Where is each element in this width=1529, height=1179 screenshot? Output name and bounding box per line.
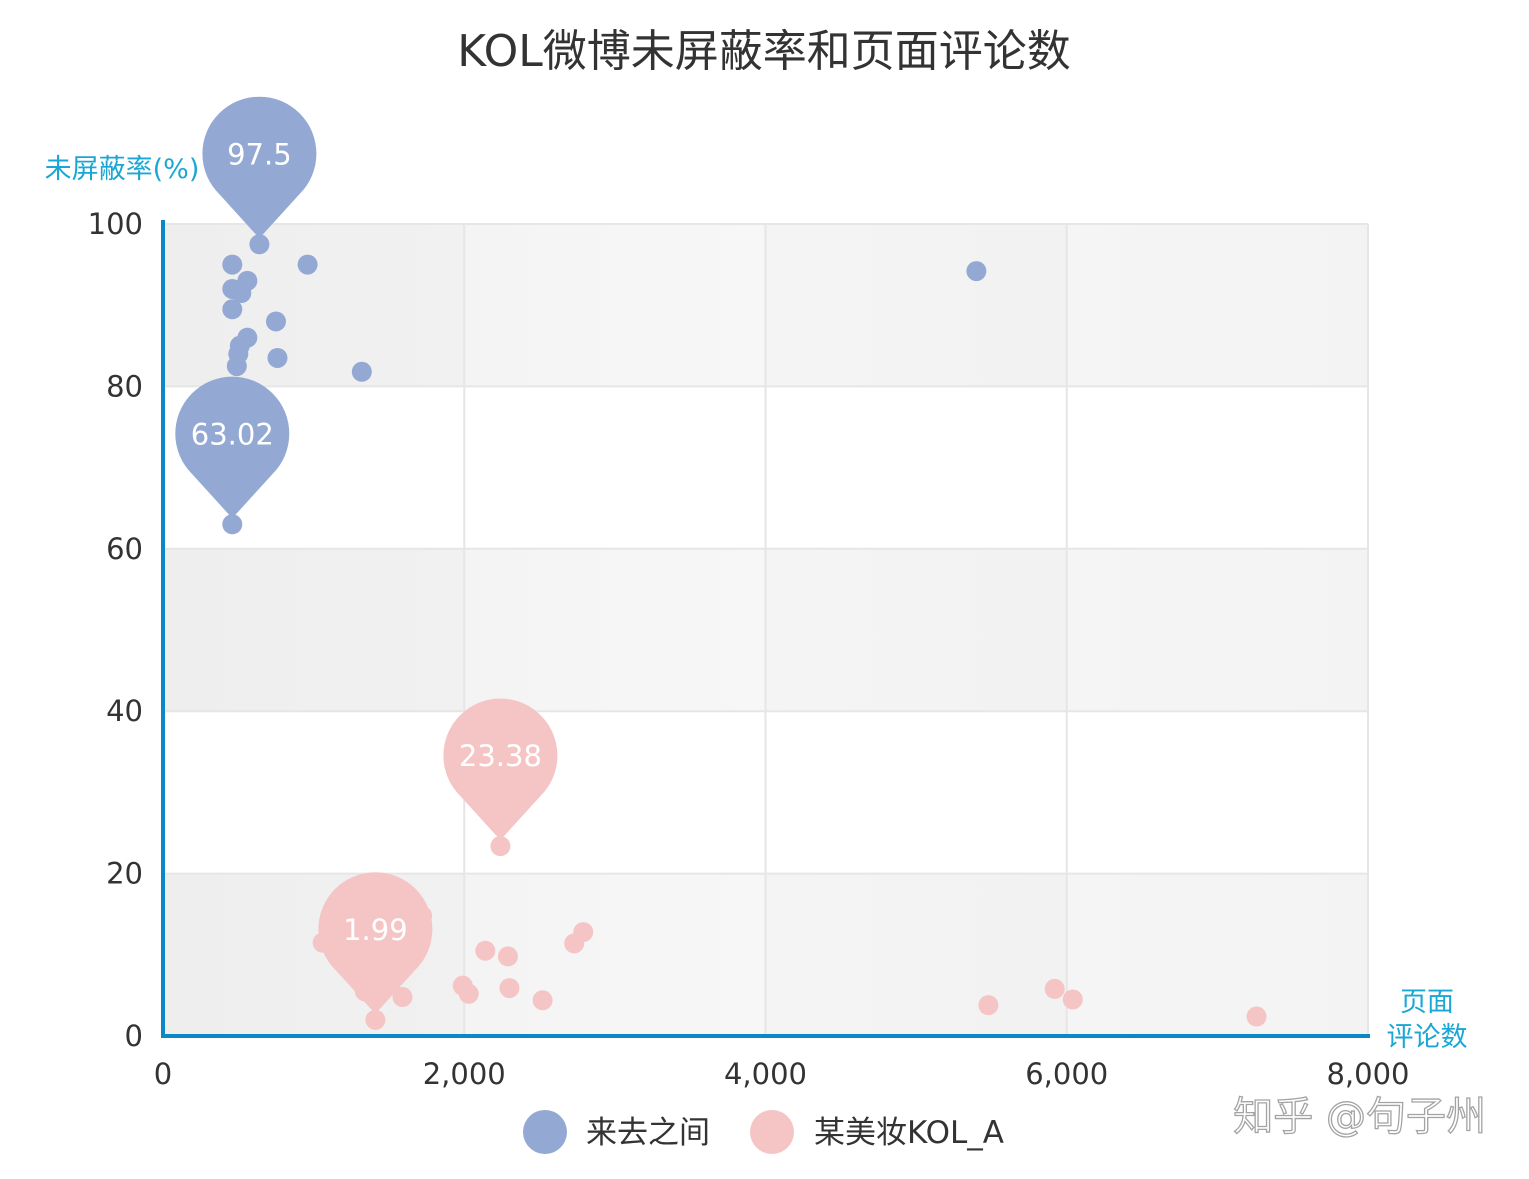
data-point (978, 995, 999, 1016)
y-tick-label: 0 (125, 1019, 143, 1053)
mark-pin: 97.5 (202, 96, 317, 239)
plot-column-shade (766, 224, 1067, 386)
y-tick-label: 20 (106, 857, 143, 891)
mark-pins: 97.5 63.02 23.38 1.99 (175, 96, 558, 1014)
mark-pin-label: 63.02 (191, 417, 274, 451)
mark-pin-shape (443, 698, 558, 841)
mark-pin-label: 23.38 (459, 739, 542, 773)
data-point (226, 356, 247, 377)
legend-item[interactable]: 来去之间 (523, 1110, 710, 1154)
data-point (475, 940, 496, 961)
x-tick-label: 2,000 (423, 1057, 506, 1091)
y-axis-label: 未屏蔽率(%) (45, 154, 200, 185)
data-point (365, 1009, 386, 1030)
chart-title: KOL微博未屏蔽率和页面评论数 (457, 26, 1071, 77)
y-tick-label: 60 (106, 532, 143, 566)
data-point (499, 978, 520, 999)
data-point (267, 347, 288, 368)
data-point (249, 234, 270, 255)
data-point (1246, 1006, 1267, 1027)
legend-label: 来去之间 (586, 1115, 710, 1151)
data-point (966, 261, 987, 282)
plot-column-shade (163, 224, 464, 386)
mark-pin-label: 1.99 (343, 913, 408, 947)
y-tick-label: 40 (106, 694, 143, 728)
data-point (265, 311, 286, 332)
data-point (532, 990, 553, 1011)
x-axis-label: 页面评论数 (1387, 987, 1468, 1053)
data-point (351, 361, 372, 382)
legend-label: 某美妆KOL_A (814, 1115, 1004, 1151)
mark-pin-label: 97.5 (227, 137, 292, 171)
x-tick-label: 6,000 (1025, 1057, 1108, 1091)
data-point (222, 254, 243, 275)
watermark: 知乎 @句子州 (1233, 1094, 1486, 1140)
legend-swatch (750, 1110, 794, 1154)
mark-pin-shape (175, 376, 290, 519)
mark-pin-shape (318, 872, 433, 1014)
data-point (497, 946, 518, 967)
data-point (1044, 978, 1065, 999)
data-point (1062, 989, 1083, 1010)
x-tick-label: 0 (154, 1057, 172, 1091)
x-axis-label-line: 评论数 (1387, 1022, 1468, 1053)
tick-labels: 0 20 40 60 80 100 0 2,000 4,000 6,000 8,000 (88, 207, 1410, 1091)
plot-column-shade (766, 549, 1067, 711)
plot-column-shade (766, 874, 1067, 1036)
y-tick-label: 80 (106, 369, 143, 403)
y-tick-label: 100 (88, 207, 143, 241)
mark-pin: 1.99 (318, 872, 433, 1014)
mark-pin-shape (202, 96, 317, 239)
data-point (564, 933, 585, 954)
data-point (392, 987, 413, 1008)
legend-item[interactable]: 某美妆KOL_A (750, 1110, 1004, 1154)
data-point (222, 514, 243, 535)
data-point (490, 836, 511, 857)
data-point (222, 299, 243, 320)
data-point (231, 283, 252, 304)
data-point (458, 983, 479, 1004)
legend[interactable]: 来去之间 某美妆KOL_A (523, 1110, 1004, 1154)
plot-column-shade (163, 549, 464, 711)
x-tick-label: 8,000 (1326, 1057, 1409, 1091)
mark-pin: 23.38 (443, 698, 558, 841)
mark-pin: 63.02 (175, 376, 290, 519)
data-point (297, 254, 318, 275)
legend-swatch (523, 1110, 567, 1154)
x-tick-label: 4,000 (724, 1057, 807, 1091)
axes (161, 220, 1370, 1038)
x-axis-label-line: 页面 (1400, 987, 1454, 1018)
